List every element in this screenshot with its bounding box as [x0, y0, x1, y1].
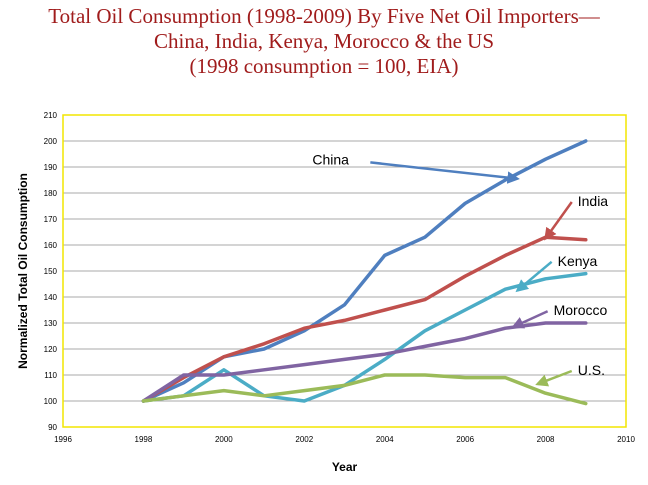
x-tick-label: 2006 [456, 435, 474, 444]
series-label-china: China [312, 151, 349, 167]
x-tick-label: 2004 [376, 435, 394, 444]
series-arrow-u-s [535, 369, 573, 387]
series-arrow-india [544, 201, 573, 241]
series-lines [141, 139, 588, 406]
x-axis-label: Year [332, 460, 358, 474]
y-tick-label: 170 [44, 215, 58, 224]
y-tick-label: 150 [44, 267, 58, 276]
series-label-morocco: Morocco [554, 302, 608, 318]
y-tick-label: 90 [48, 423, 57, 432]
series-arrow-morocco [511, 310, 549, 329]
y-axis-label: Normalized Total Oil Consumption [16, 173, 30, 369]
chart-title-line-2: China, India, Kenya, Morocco & the US [153, 29, 494, 53]
series-line-india [141, 235, 588, 403]
plot-area-border [62, 114, 627, 428]
y-tick-label: 190 [44, 163, 58, 172]
y-tick-label: 110 [44, 371, 57, 380]
y-tick-label: 160 [44, 241, 58, 250]
series-arrow-kenya [515, 260, 553, 293]
y-tick-label: 140 [44, 293, 58, 302]
series-label-india: India [578, 193, 609, 209]
y-tick-label: 180 [44, 189, 58, 198]
chart-title: Total Oil Consumption (1998-2009) By Fiv… [0, 4, 648, 79]
y-tick-label: 200 [44, 137, 58, 146]
y-tick-label: 210 [44, 111, 58, 120]
y-tick-label: 130 [44, 319, 58, 328]
chart-title-line-3: (1998 consumption = 100, EIA) [189, 54, 459, 78]
x-tick-label: 2008 [537, 435, 555, 444]
y-tick-label: 120 [44, 345, 58, 354]
y-tick-label: 100 [44, 397, 58, 406]
x-tick-label: 1998 [135, 435, 153, 444]
series-annotations: China India Kenya Morocco U.S. [312, 151, 609, 387]
series-line-u-s [141, 373, 588, 406]
x-tick-label: 2002 [295, 435, 313, 444]
series-arrow-china [370, 161, 520, 184]
x-tick-label: 1996 [54, 435, 72, 444]
series-label-u-s: U.S. [578, 362, 605, 378]
x-tick-label: 2010 [617, 435, 635, 444]
series-label-kenya: Kenya [558, 253, 598, 269]
series-line-morocco [141, 321, 588, 403]
x-tick-label: 2000 [215, 435, 233, 444]
tick-labels: 90 100 110 120 130 140 150 160 170 180 190 200 210 19… [44, 111, 636, 444]
chart-title-line-1: Total Oil Consumption (1998-2009) By Fiv… [48, 4, 600, 28]
